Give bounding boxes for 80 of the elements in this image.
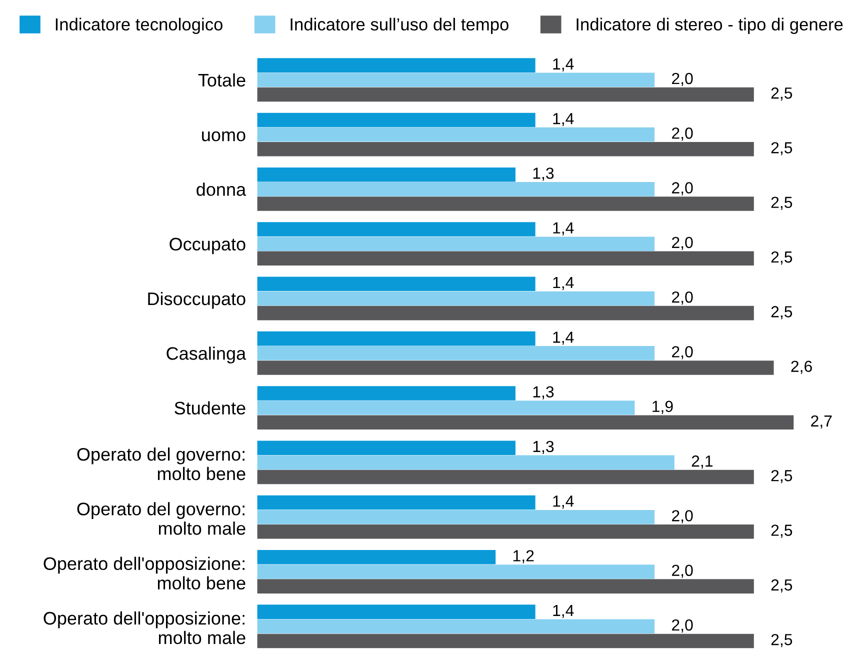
bar (257, 276, 536, 292)
bar (257, 127, 655, 142)
data-label: 2,0 (672, 564, 693, 578)
data-label: 2,7 (811, 415, 832, 429)
legend-label: Indicatore di stereo - tipo di genere (576, 18, 843, 34)
y-tick-label: donna (196, 182, 246, 196)
data-label: 1,4 (553, 496, 574, 509)
bar (257, 142, 754, 156)
data-label: 1,4 (553, 222, 574, 236)
bar (257, 524, 754, 539)
data-label: 1,2 (513, 550, 534, 564)
bar (257, 306, 754, 320)
data-label: 2,0 (672, 236, 693, 250)
bar (257, 579, 754, 594)
bar (257, 400, 635, 415)
data-label: 2,0 (672, 72, 693, 86)
data-label: 2,5 (771, 306, 792, 320)
bar (257, 331, 536, 346)
data-label: 1,4 (553, 58, 574, 72)
data-label: 2,0 (672, 619, 693, 633)
bar (257, 196, 754, 211)
bar (257, 510, 655, 524)
data-label: 1,3 (533, 440, 554, 454)
bar (257, 87, 754, 102)
bar (257, 346, 655, 360)
bar (257, 58, 536, 72)
data-label: 2,5 (771, 87, 792, 101)
bar (257, 386, 516, 400)
y-tick-label: Operato del governo: molto male (77, 502, 246, 535)
y-tick-label: Operato dell'opposizione: molto bene (44, 556, 246, 590)
data-label: 2,0 (672, 182, 693, 196)
bar (257, 251, 754, 266)
data-label: 1,9 (652, 400, 673, 414)
data-label: 2,0 (672, 128, 693, 141)
data-label: 2,0 (672, 346, 693, 360)
data-label: 2,5 (771, 524, 792, 538)
bar (257, 455, 674, 470)
bar (257, 72, 655, 88)
y-tick-label: Occupato (170, 238, 246, 254)
data-label: 2,0 (672, 291, 693, 305)
data-label: 2,0 (672, 510, 693, 524)
data-label: 1,3 (533, 386, 554, 400)
bar (257, 182, 655, 196)
data-label: 1,4 (553, 604, 574, 618)
data-label: 2,6 (791, 360, 812, 374)
legend-label: Indicatore sull’uso del tempo (290, 18, 508, 34)
data-label: 1,3 (533, 168, 554, 181)
bar (257, 112, 536, 128)
data-label: 1,4 (553, 332, 574, 345)
y-tick-label: Disoccupato (148, 292, 246, 309)
bar (257, 604, 536, 619)
data-label: 2,5 (771, 142, 792, 156)
bar (257, 415, 794, 430)
data-label: 2,5 (771, 579, 792, 592)
legend-label: Indicatore tecnologico (56, 18, 222, 34)
data-label: 1,4 (553, 113, 574, 126)
y-tick-label: uomo (202, 131, 246, 142)
y-tick-label: Operato del governo: molto bene (77, 447, 246, 480)
bar (257, 236, 655, 251)
data-label: 2,5 (771, 251, 792, 265)
bar (257, 634, 754, 648)
y-tick-label: Casalinga (166, 346, 246, 364)
bar (257, 291, 655, 306)
bar (257, 440, 516, 456)
data-label: 2,1 (692, 455, 713, 469)
y-tick-label: Totale (198, 73, 246, 87)
bar (257, 360, 774, 375)
data-label: 2,5 (771, 470, 792, 484)
y-tick-label: Studente (174, 401, 246, 415)
bar (257, 564, 655, 579)
data-label: 2,5 (771, 634, 792, 648)
bar (257, 619, 655, 634)
bar (257, 222, 536, 236)
y-tick-label: Operato dell'opposizione: molto male (44, 611, 246, 644)
data-label: 1,4 (553, 277, 574, 290)
bar (257, 495, 536, 510)
data-label: 2,5 (771, 196, 792, 210)
bar (257, 167, 516, 182)
bar (257, 470, 754, 484)
bar (257, 550, 496, 564)
